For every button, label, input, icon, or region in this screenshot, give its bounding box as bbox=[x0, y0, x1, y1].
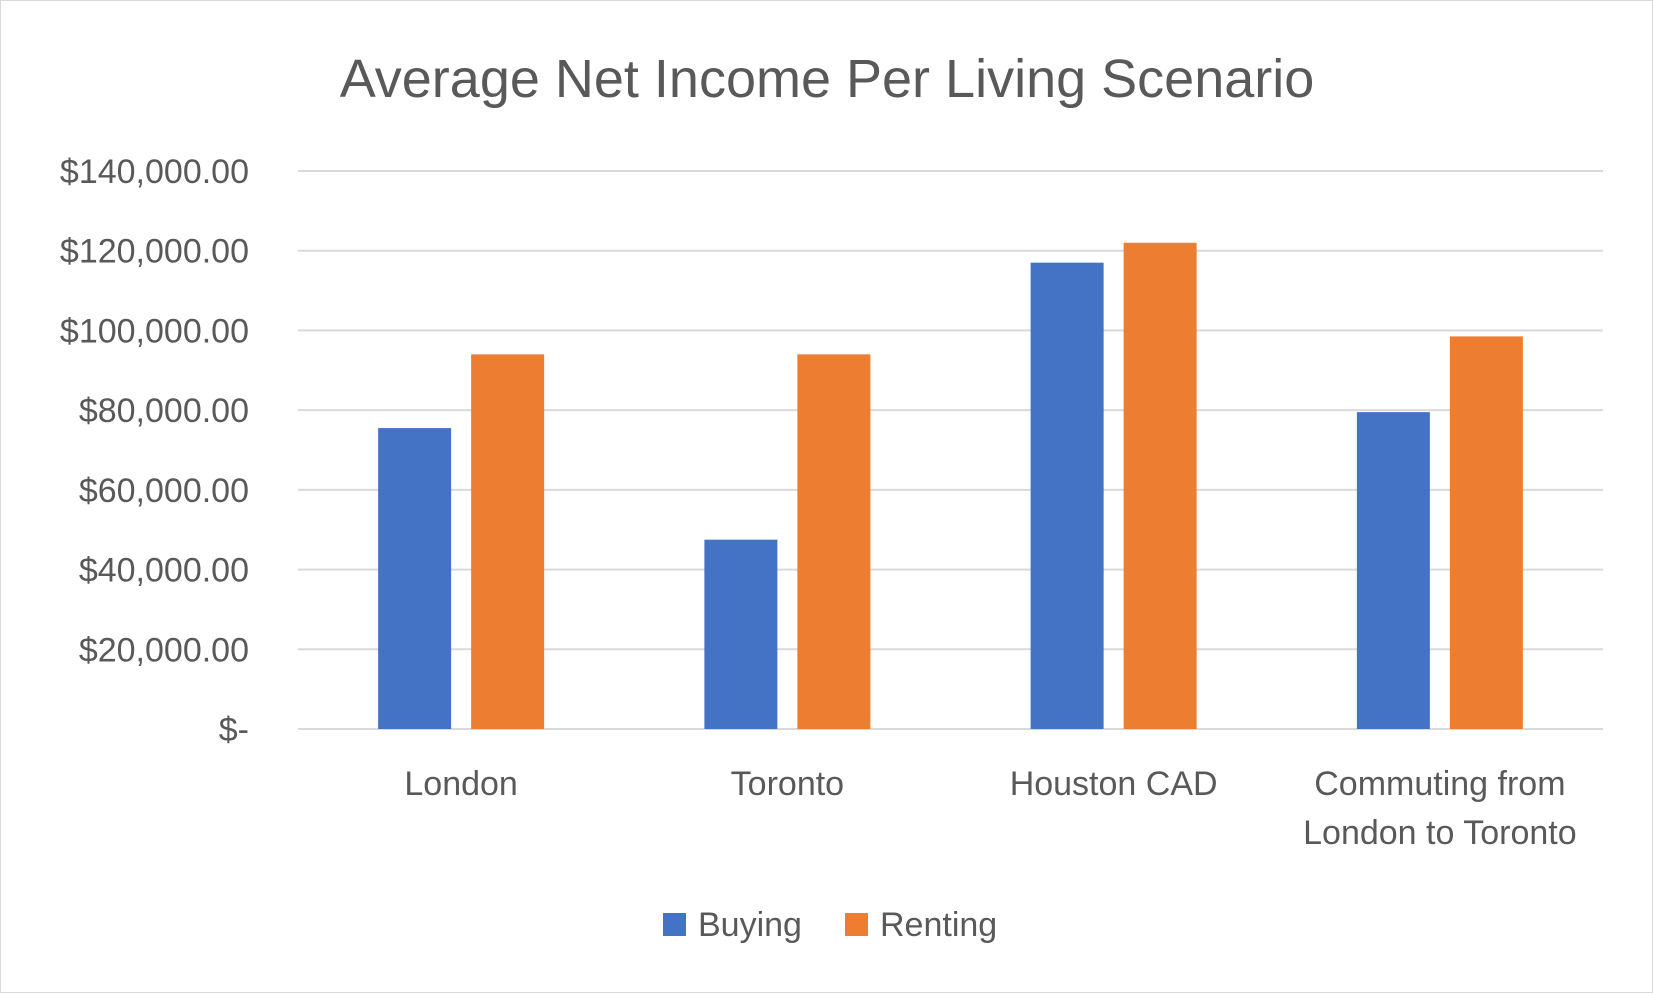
x-category-label-line: Commuting from bbox=[1314, 765, 1565, 803]
legend: Buying Renting bbox=[663, 906, 997, 944]
legend-swatch-buying bbox=[663, 913, 686, 936]
bar-buying-0 bbox=[378, 428, 452, 729]
y-tick-label: $20,000.00 bbox=[79, 631, 249, 669]
y-axis-tick-labels: $- $20,000.00 $40,000.00 $60,000.00 $80,000.… bbox=[60, 153, 249, 749]
legend-swatch-renting bbox=[845, 913, 868, 936]
x-category-label: Toronto bbox=[731, 765, 844, 803]
bar-buying-3 bbox=[1356, 412, 1430, 729]
y-tick-label: $140,000.00 bbox=[60, 153, 249, 191]
bar-renting-3 bbox=[1449, 336, 1523, 729]
bar-renting-0 bbox=[471, 354, 545, 729]
legend-label-buying: Buying bbox=[698, 906, 802, 944]
y-tick-label: $120,000.00 bbox=[60, 233, 249, 271]
x-category-label-line: Houston CAD bbox=[1010, 765, 1218, 803]
x-axis-category-labels: London Toronto Houston CAD Commuting from Lo… bbox=[404, 765, 1576, 852]
x-category-label: Houston CAD bbox=[1010, 765, 1218, 803]
x-category-label: London bbox=[404, 765, 517, 803]
x-category-label: Commuting from London to Toronto bbox=[1303, 765, 1577, 852]
chart-title: Average Net Income Per Living Scenario bbox=[340, 49, 1315, 109]
x-category-label-line: London bbox=[404, 765, 517, 803]
y-tick-label: $40,000.00 bbox=[79, 552, 249, 590]
legend-label-renting: Renting bbox=[880, 906, 997, 944]
x-category-label-line: London to Toronto bbox=[1303, 814, 1577, 852]
y-tick-label: $60,000.00 bbox=[79, 472, 249, 510]
y-tick-label: $100,000.00 bbox=[60, 312, 249, 350]
y-tick-label: $80,000.00 bbox=[79, 392, 249, 430]
y-tick-label: $- bbox=[219, 711, 249, 749]
bar-buying-2 bbox=[1030, 262, 1104, 729]
bar-renting-1 bbox=[797, 354, 871, 729]
bar-renting-2 bbox=[1123, 242, 1197, 729]
x-category-label-line: Toronto bbox=[731, 765, 844, 803]
bars bbox=[378, 242, 1523, 729]
bar-buying-1 bbox=[704, 539, 778, 729]
